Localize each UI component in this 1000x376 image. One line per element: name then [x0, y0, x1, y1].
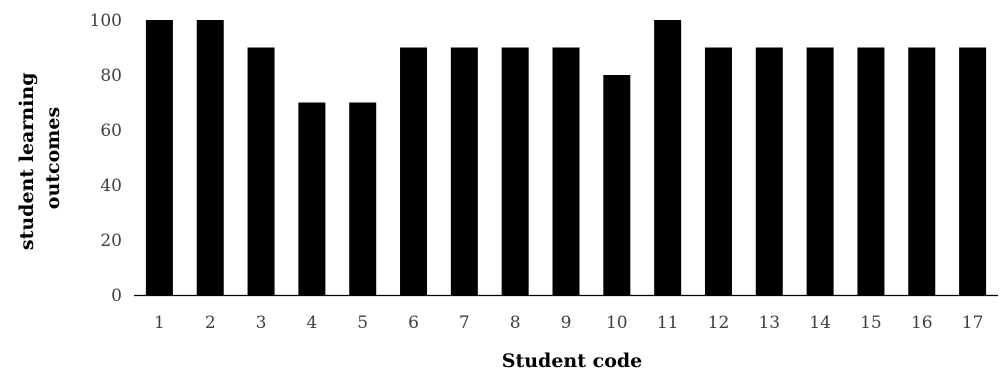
x-tick-label-14: 14: [809, 313, 831, 333]
x-tick-label-1: 1: [154, 313, 165, 333]
x-tick-label-10: 10: [606, 313, 628, 333]
bars-group: [145, 20, 987, 295]
y-tick-label-80: 80: [100, 66, 122, 86]
y-tick-label-0: 0: [111, 286, 122, 306]
x-tick-label-9: 9: [561, 313, 572, 333]
bar-10: [603, 75, 631, 295]
x-tick-labels: 1 2 3 4 5 6 7 8 9 10 11 12 13 14 15 16 17: [154, 313, 983, 333]
bar-14: [806, 47, 834, 295]
y-axis-title-line-1: student learning: [16, 73, 38, 251]
bar-11: [654, 20, 682, 295]
y-axis-title: student learning outcomes: [16, 66, 64, 250]
bar-7: [450, 47, 478, 295]
bar-1: [145, 20, 173, 295]
x-tick-label-16: 16: [911, 313, 933, 333]
bar-6: [400, 47, 428, 295]
bar-2: [196, 20, 224, 295]
bar-15: [857, 47, 885, 295]
x-tick-label-7: 7: [459, 313, 470, 333]
bar-5: [349, 102, 377, 295]
x-tick-label-12: 12: [708, 313, 730, 333]
x-tick-label-5: 5: [357, 313, 368, 333]
y-tick-label-20: 20: [100, 231, 122, 251]
x-tick-label-15: 15: [860, 313, 882, 333]
bar-16: [908, 47, 936, 295]
x-axis-title: Student code: [502, 350, 643, 372]
x-tick-label-11: 11: [657, 313, 679, 333]
x-tick-label-2: 2: [205, 313, 216, 333]
x-tick-label-8: 8: [510, 313, 521, 333]
bar-12: [704, 47, 732, 295]
y-tick-label-100: 100: [90, 11, 122, 31]
y-tick-label-60: 60: [100, 121, 122, 141]
bar-17: [959, 47, 987, 295]
x-tick-label-13: 13: [758, 313, 780, 333]
bar-4: [298, 102, 326, 295]
y-tick-label-40: 40: [100, 176, 122, 196]
y-axis-title-line-2: outcomes: [42, 107, 64, 209]
y-tick-labels: 0 20 40 60 80 100: [90, 11, 122, 306]
x-tick-label-3: 3: [256, 313, 267, 333]
bar-3: [247, 47, 275, 295]
bar-13: [755, 47, 783, 295]
x-tick-label-4: 4: [306, 313, 317, 333]
x-tick-label-17: 17: [962, 313, 984, 333]
bar-8: [501, 47, 529, 295]
bar-9: [552, 47, 580, 295]
x-tick-label-6: 6: [408, 313, 419, 333]
